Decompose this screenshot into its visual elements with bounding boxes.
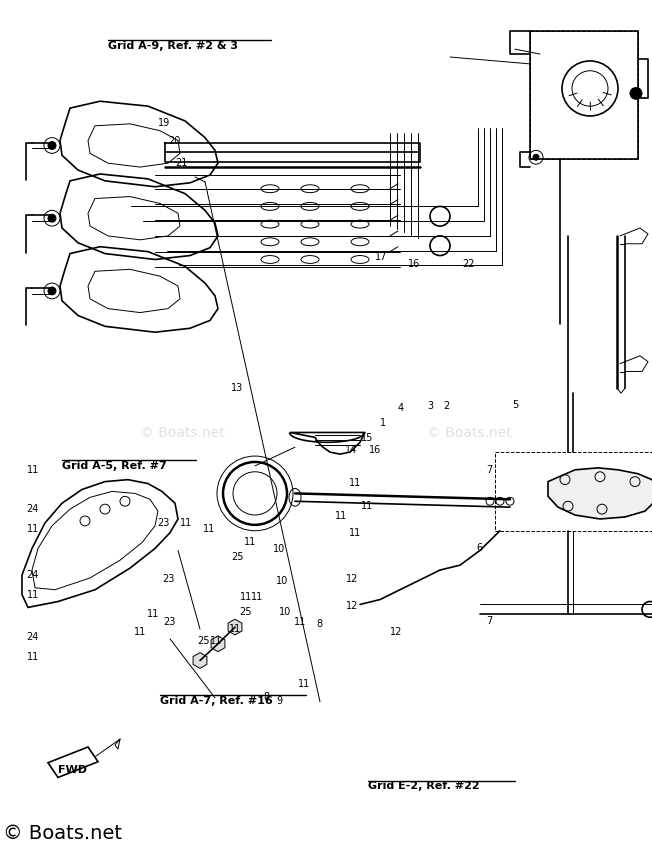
Text: 25: 25 — [197, 636, 210, 647]
Text: © Boats.net: © Boats.net — [427, 426, 512, 440]
Text: 12: 12 — [346, 601, 358, 610]
Text: Grid A-7, Ref. #16: Grid A-7, Ref. #16 — [160, 696, 273, 706]
Text: 12: 12 — [390, 627, 402, 637]
Text: 11: 11 — [203, 524, 215, 534]
Text: Grid E-2, Ref. #22: Grid E-2, Ref. #22 — [368, 782, 480, 792]
Text: 5: 5 — [512, 400, 518, 410]
Circle shape — [48, 142, 56, 149]
Polygon shape — [228, 619, 242, 635]
Text: 11: 11 — [27, 524, 38, 534]
Text: 8: 8 — [316, 619, 323, 629]
Text: FWD: FWD — [59, 765, 87, 775]
Text: 24: 24 — [27, 570, 38, 580]
Text: 6: 6 — [476, 543, 482, 553]
Text: 11: 11 — [349, 528, 361, 538]
Text: 8: 8 — [263, 692, 269, 702]
Text: 17: 17 — [376, 252, 387, 262]
Text: 25: 25 — [231, 553, 244, 562]
Text: 23: 23 — [164, 617, 175, 627]
Text: 11: 11 — [252, 592, 263, 603]
Text: 13: 13 — [231, 383, 243, 393]
Text: 15: 15 — [361, 433, 373, 443]
Polygon shape — [211, 636, 225, 652]
Text: 11: 11 — [294, 617, 306, 627]
Text: 3: 3 — [427, 402, 434, 412]
Text: 25: 25 — [239, 607, 252, 617]
Bar — [530, 31, 638, 160]
Text: 11: 11 — [180, 517, 192, 528]
Text: Grid A-5, Ref. #7: Grid A-5, Ref. #7 — [62, 461, 167, 471]
Text: 9: 9 — [276, 696, 282, 706]
Text: 19: 19 — [158, 118, 170, 127]
Text: 11: 11 — [134, 627, 146, 637]
Bar — [495, 452, 652, 531]
Text: 20: 20 — [168, 136, 180, 146]
Text: 7: 7 — [486, 465, 492, 475]
Polygon shape — [548, 468, 652, 519]
Text: 4: 4 — [398, 403, 404, 414]
Text: © Boats.net: © Boats.net — [3, 824, 123, 843]
Text: 12: 12 — [346, 574, 358, 584]
Text: 11: 11 — [27, 652, 38, 662]
Text: 23: 23 — [162, 574, 174, 584]
Text: 11: 11 — [361, 501, 373, 511]
Text: 10: 10 — [276, 576, 288, 586]
Circle shape — [533, 154, 539, 160]
Text: 11: 11 — [244, 537, 256, 547]
Text: 21: 21 — [175, 159, 187, 169]
Text: 24: 24 — [27, 632, 38, 642]
Circle shape — [48, 214, 56, 222]
Text: 11: 11 — [349, 478, 361, 488]
Text: 11: 11 — [27, 590, 38, 600]
Text: 1: 1 — [380, 418, 387, 428]
Text: 11: 11 — [240, 592, 252, 603]
Text: © Boats.net: © Boats.net — [140, 426, 225, 440]
Circle shape — [48, 287, 56, 295]
Text: 7: 7 — [486, 615, 492, 625]
Text: 2: 2 — [443, 402, 450, 412]
Text: 16: 16 — [408, 259, 420, 268]
Text: 23: 23 — [157, 517, 169, 528]
Text: Grid A-9, Ref. #2 & 3: Grid A-9, Ref. #2 & 3 — [108, 41, 237, 51]
Text: 11: 11 — [211, 636, 222, 647]
Text: 11: 11 — [27, 464, 38, 474]
Text: 11: 11 — [229, 624, 241, 634]
Text: 14: 14 — [345, 446, 357, 456]
Text: 16: 16 — [369, 446, 381, 456]
Polygon shape — [193, 652, 207, 668]
Text: 11: 11 — [335, 511, 347, 521]
Circle shape — [630, 88, 642, 100]
Text: 22: 22 — [462, 259, 475, 268]
Text: 10: 10 — [280, 607, 291, 617]
Bar — [530, 31, 638, 160]
Text: 11: 11 — [147, 609, 159, 619]
Text: 11: 11 — [298, 679, 310, 690]
Text: 24: 24 — [27, 505, 38, 514]
Text: 10: 10 — [273, 544, 285, 555]
